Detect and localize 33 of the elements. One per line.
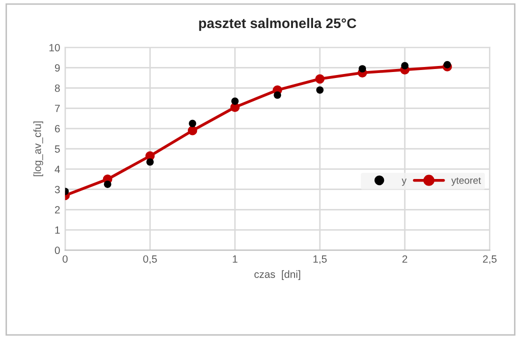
- x-tick-label: 2,5: [483, 255, 497, 264]
- x-tick-label: 0,5: [143, 255, 157, 264]
- y-tick-label: 0: [54, 246, 60, 254]
- point: [104, 180, 112, 188]
- point: [358, 65, 366, 72]
- y-tick-label: 7: [55, 104, 60, 112]
- y-tick-label: 2: [54, 206, 60, 214]
- y-tick-label: 9: [54, 64, 60, 72]
- point: [315, 74, 325, 84]
- point: [188, 126, 198, 136]
- y-tick-label: 10: [49, 44, 60, 52]
- x-axis-title: czas [dni]: [254, 270, 300, 280]
- y-tick-label: 1: [55, 226, 60, 234]
- y-tick-label: 5: [54, 145, 60, 153]
- x-tick-label: 1: [232, 255, 238, 263]
- y-tick-label: 8: [54, 84, 60, 92]
- y-tick-label: 6: [55, 125, 60, 132]
- legend-label: y: [402, 178, 407, 186]
- point: [146, 158, 154, 166]
- legend-label: yteoret: [451, 177, 481, 186]
- x-tick-label: 1,5: [313, 255, 327, 264]
- point: [444, 61, 451, 68]
- point: [401, 62, 408, 70]
- y-tick-label: 4: [54, 166, 60, 173]
- x-tick-label: 0: [62, 255, 68, 263]
- chart-title: pasztet salmonella 25°C: [199, 18, 356, 31]
- point: [231, 98, 239, 105]
- point: [316, 86, 324, 94]
- point: [274, 91, 282, 99]
- y-axis-title: [log_av_cfu]: [33, 121, 44, 176]
- x-tick-label: 2: [402, 255, 408, 263]
- y-tick-label: 3: [54, 186, 60, 194]
- point: [188, 120, 196, 128]
